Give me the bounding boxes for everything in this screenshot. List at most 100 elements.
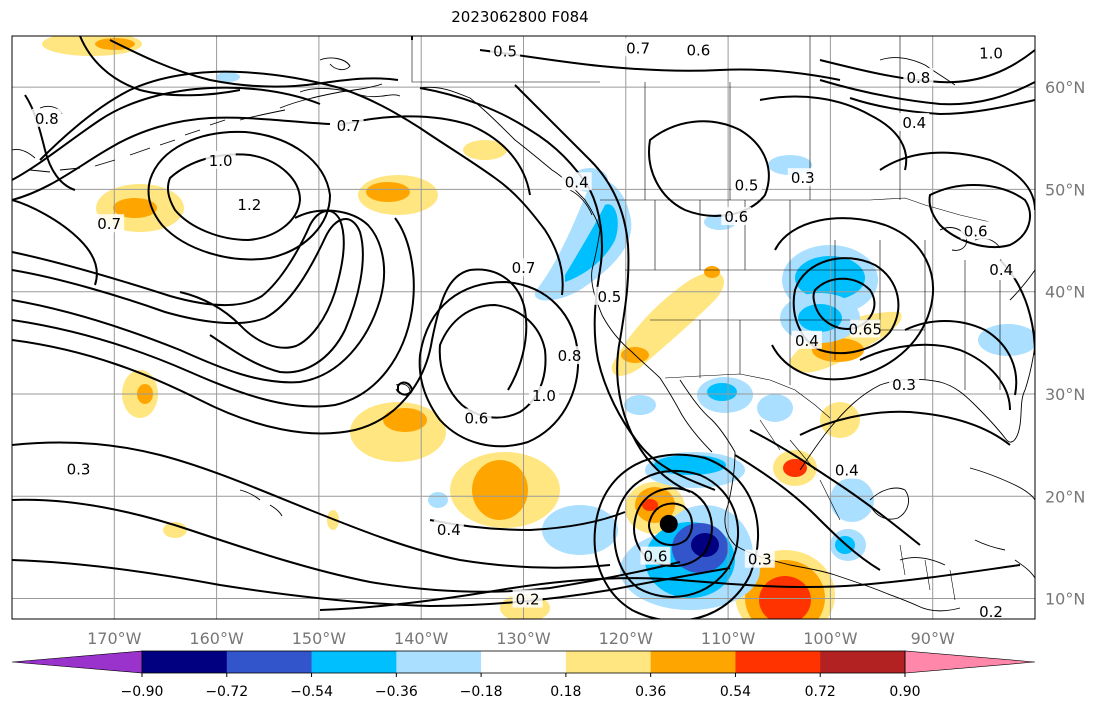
cold-patch-bering <box>216 72 240 82</box>
contour-label: 0.6 <box>465 410 489 428</box>
latitude-tick-labels: 10°N 20°N 30°N 40°N 50°N 60°N <box>1045 78 1085 608</box>
warm-patch-gulf-alaska <box>358 175 438 215</box>
coast-siberia-east <box>12 149 36 159</box>
colorbar-tick-label: −0.90 <box>121 684 164 700</box>
contour-label: 1.0 <box>979 44 1003 62</box>
contour-label-background <box>63 459 94 478</box>
colorbar-segment <box>142 651 228 673</box>
contour-label-background <box>744 549 775 568</box>
map-gridlines <box>12 36 1035 619</box>
longitude-tick-label: 90°W <box>911 629 955 648</box>
contour-west-coast-jet <box>419 87 716 491</box>
border-state-lines <box>625 200 1001 390</box>
political-borders <box>411 36 1001 601</box>
contour-jet-outer-3 <box>12 268 528 435</box>
contour-label-background <box>433 520 464 539</box>
contour-label-background <box>594 286 625 305</box>
contour-label: 0.2 <box>516 591 540 609</box>
contour-hudson-2 <box>411 36 841 81</box>
contour-gulf-2 <box>799 410 1011 446</box>
contour-label: 0.6 <box>724 208 748 226</box>
colorbar-segment <box>311 651 397 673</box>
contour-north-pacific-4 <box>109 39 399 88</box>
contour-label: 1.0 <box>209 152 233 170</box>
colorbar-segment <box>226 651 313 673</box>
contour-north-pacific-1 <box>12 116 331 201</box>
contour-gulf-1 <box>859 343 1011 411</box>
border-canada-provinces <box>644 36 901 200</box>
cold-patch-central-pacific <box>428 492 448 508</box>
contour-label-background <box>850 319 881 338</box>
colorbar-tick-label: −0.72 <box>205 684 248 700</box>
contour-label: 0.4 <box>989 261 1013 279</box>
contour-label: 0.4 <box>902 114 926 132</box>
contour-label: 0.8 <box>558 347 582 365</box>
map-title: 2023062800 F084 <box>451 8 589 26</box>
contour-label: 0.3 <box>748 551 772 569</box>
colorbar-frame <box>141 650 906 674</box>
contour-jet-core-2 <box>12 218 364 374</box>
warm-patch-central-pacific <box>350 402 446 462</box>
contour-label-background <box>461 408 492 427</box>
contour-label-background <box>986 260 1017 279</box>
contour-subtropical-2 <box>12 441 611 569</box>
coast-west-us <box>591 229 661 379</box>
colorbar-tick-label: −0.54 <box>290 684 333 700</box>
contour-lines <box>12 36 1035 619</box>
contour-label-background <box>640 546 671 565</box>
contour-label-background <box>960 221 991 240</box>
contour-label-background <box>791 330 822 349</box>
coast-florida <box>974 389 1026 443</box>
longitude-tick-label: 100°W <box>803 629 858 648</box>
longitude-tick-label: 130°W <box>496 629 551 648</box>
coast-alaska-gulf <box>419 86 601 231</box>
contour-label: 0.6 <box>644 548 668 566</box>
warm-patch-canada <box>463 140 507 160</box>
contour-label: 0.5 <box>735 176 759 194</box>
contour-arctic-3 <box>849 97 1035 116</box>
longitude-tick-label: 140°W <box>394 629 449 648</box>
contour-high-east <box>904 320 1018 396</box>
contour-label: 0.8 <box>35 110 59 128</box>
coast-gulf-mexico <box>799 378 976 471</box>
contour-great-lakes-high <box>928 183 1031 249</box>
contour-label-background <box>205 150 236 169</box>
colorbar-tick-label: −0.18 <box>460 684 503 700</box>
coast-aleutians <box>29 119 226 173</box>
colorbar-segment <box>735 651 821 673</box>
contour-bering-1 <box>12 199 98 286</box>
contour-label-background <box>731 175 762 194</box>
contour-label: 0.4 <box>437 521 461 539</box>
contour-label: 0.3 <box>67 461 91 479</box>
contour-label-background <box>683 40 714 59</box>
contour-jet-outer-1 <box>12 209 386 384</box>
contour-label: 1.2 <box>237 196 261 214</box>
latitude-tick-label: 40°N <box>1045 283 1085 302</box>
border-canada-us <box>600 197 991 223</box>
warm-patch-subtropical <box>450 452 560 528</box>
contour-label-background <box>554 346 585 365</box>
colorbar: −0.90 −0.72 −0.54 −0.36 −0.18 0.18 0.36 0.54 0.7… <box>11 650 1036 700</box>
contour-label-background <box>899 112 930 131</box>
contour-north-pacific-east <box>339 115 531 196</box>
contour-isle-ring <box>397 381 414 396</box>
map-panel: 0.8 0.7 1.0 1.2 0.7 0.3 0.5 0.7 0.6 1.0 0.8 0.4 0.4 0… <box>11 35 1036 620</box>
coast-caribbean <box>974 539 1035 579</box>
colorbar-segment <box>565 651 652 673</box>
colorbar-tick-label: −0.36 <box>375 684 418 700</box>
colorbar-tick-label: 0.18 <box>550 684 581 700</box>
latitude-tick-label: 10°N <box>1045 590 1085 609</box>
colorbar-tick-label: 0.90 <box>889 684 920 700</box>
border-alaska-canada <box>411 36 600 83</box>
contour-arctic-1 <box>819 49 1035 84</box>
contour-label-background <box>31 108 62 127</box>
coast-central-america <box>877 557 961 612</box>
contour-label: 1.0 <box>532 387 556 405</box>
contour-label-background <box>976 43 1007 62</box>
contour-label-background <box>561 172 592 191</box>
contour-northwest-corner <box>79 36 241 97</box>
contour-label-background <box>623 38 654 57</box>
contour-label: 0.4 <box>565 173 589 191</box>
contour-label: 0.4 <box>795 332 819 350</box>
